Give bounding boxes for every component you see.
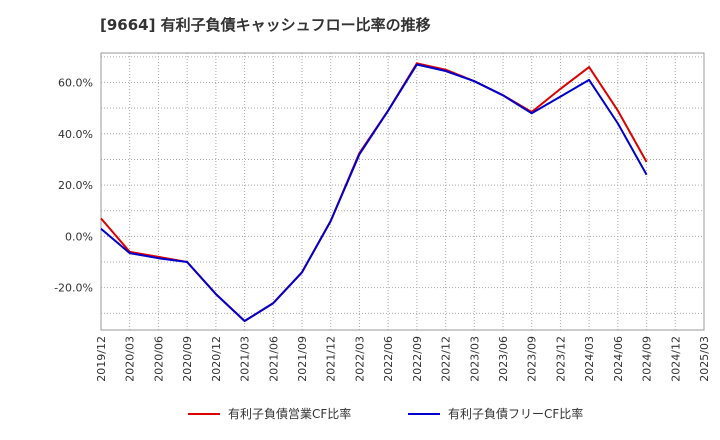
grid-lines [100,53,705,330]
x-tick-label: 2020/12 [210,336,223,382]
x-tick-label: 2024/06 [612,336,625,382]
x-tick-label: 2025/03 [698,336,711,382]
x-tick-label: 2019/12 [95,336,108,382]
x-tick-label: 2023/12 [554,336,567,382]
x-tick-label: 2024/03 [583,336,596,382]
y-tick-label: 40.0% [58,128,93,141]
y-tick-label: 20.0% [58,179,93,192]
legend-label-operating-cf: 有利子負債営業CF比率 [228,406,351,421]
legend-label-free-cf: 有利子負債フリーCF比率 [448,406,583,421]
x-tick-label: 2021/09 [296,336,309,382]
x-tick-label: 2024/12 [669,336,682,382]
chart-title: [9664] 有利子負債キャッシュフロー比率の推移 [100,16,431,34]
x-tick-label: 2024/09 [641,336,654,382]
x-tick-label: 2022/03 [353,336,366,382]
plot-frame [100,52,705,331]
x-tick-label: 2022/12 [440,336,453,382]
y-tick-label: 60.0% [58,76,93,89]
x-tick-label: 2020/03 [124,336,137,382]
x-tick-label: 2021/03 [239,336,252,382]
y-axis-ticks: -20.0% 0.0% 20.0% 40.0% 60.0% [54,76,93,294]
x-tick-label: 2023/06 [497,336,510,382]
x-tick-label: 2022/09 [411,336,424,382]
series-lines [100,62,648,322]
x-tick-label: 2020/09 [181,336,194,382]
series-line-operating-cf [100,62,648,322]
series-line-free-cf [100,63,648,322]
x-tick-label: 2020/06 [152,336,165,382]
x-tick-label: 2021/06 [267,336,280,382]
x-tick-label: 2023/03 [468,336,481,382]
legend: 有利子負債営業CF比率 有利子負債フリーCF比率 [188,406,583,421]
x-tick-label: 2021/12 [325,336,338,382]
x-tick-label: 2022/06 [382,336,395,382]
y-tick-label: -20.0% [54,282,93,295]
x-tick-label: 2023/09 [526,336,539,382]
x-axis-ticks: 2019/12 2020/03 2020/06 2020/09 2020/12 2021/… [95,336,711,382]
y-tick-label: 0.0% [65,230,93,243]
